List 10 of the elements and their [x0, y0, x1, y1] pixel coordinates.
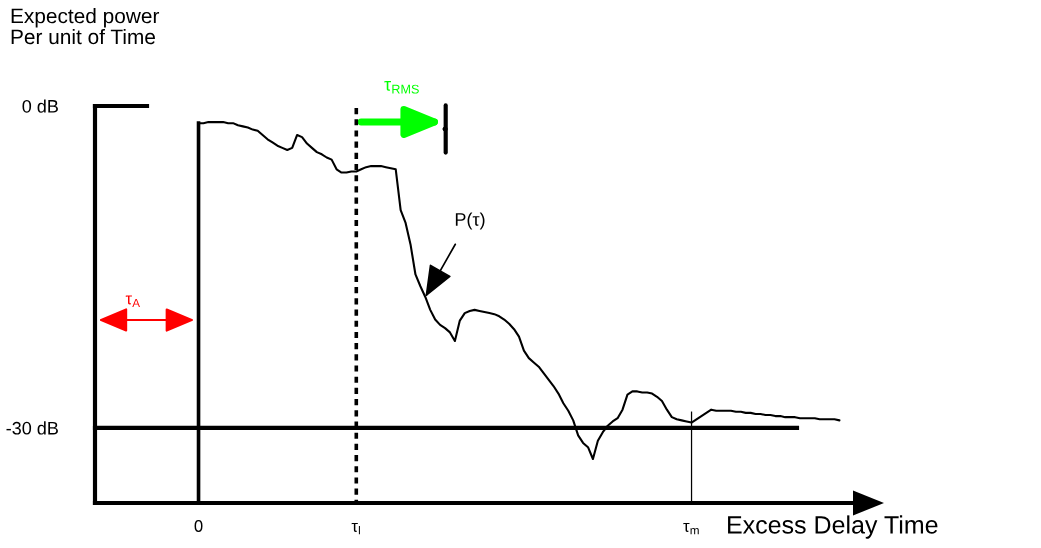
text: P(τ): [455, 212, 485, 230]
y-tick-label: 0 dB: [22, 99, 58, 113]
text: τ$_{RMS}$: [384, 81, 419, 94]
x-axis-title: Excess Delay Time: [728, 515, 938, 539]
x-tick-label: τ$_{l}$: [351, 522, 360, 535]
x-tick-label: τ$_{m}$: [683, 522, 699, 535]
y-axis-title: Expected power Per unit of Time: [11, 8, 160, 45]
y-tick-label: -30 dB: [6, 421, 58, 435]
x-tick-label: 0: [194, 520, 203, 532]
annotation: τ$_{A}$: [125, 295, 140, 307]
